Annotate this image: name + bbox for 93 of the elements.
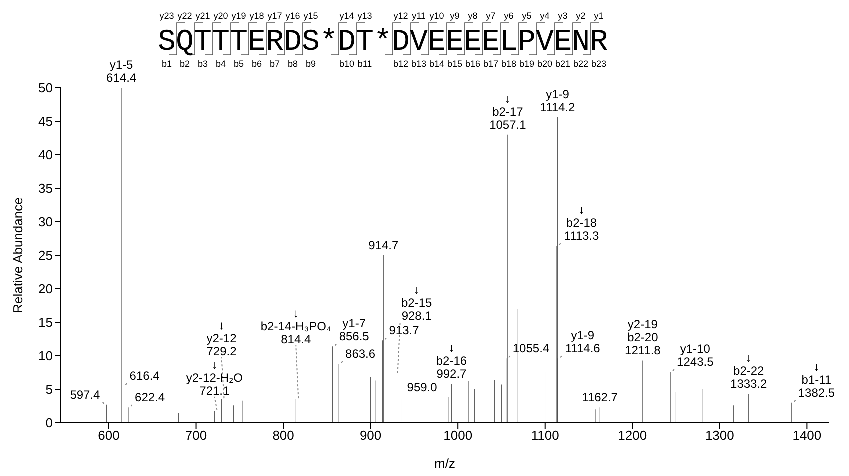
text: b15 [447,59,463,69]
annotation: ↓ y2-12-H₂O 721.1 [186,358,244,398]
text: b18 [501,59,517,69]
text: y10 [430,11,444,21]
y-tick-label: 45 [38,114,53,130]
text: b17 [483,59,499,69]
text: b22 [573,59,589,69]
text: b6 [252,59,262,69]
x-tick-label: 1100 [531,428,560,444]
annotation: 913.7 [389,324,420,338]
x-axis-title: m/z [434,456,456,471]
text: b4 [216,59,226,69]
annotation: 914.7 [368,238,399,252]
text: y17 [268,11,282,21]
x-tick-label: 1200 [618,428,648,444]
annotation: ↓ b2-15 928.1 [401,283,433,324]
x-tick-label: 800 [272,428,294,444]
y-tick-label: 10 [38,348,53,364]
text: b19 [519,59,535,69]
y-axis-title: Relative Abundance [10,198,26,314]
y-tick-label: 15 [38,315,53,330]
text: b20 [537,59,553,69]
text: y4 [540,11,550,21]
text: b3 [198,59,208,69]
text: b14 [429,59,445,69]
annotation: ↓ b2-14-H₃PO₄ 814.4 [260,306,332,347]
text: y20 [214,11,228,21]
x-tick-label: 1300 [705,428,734,444]
annotation: y1-9 1114.6 [565,328,601,356]
text: y9 [450,11,460,21]
annotation: 622.4 [135,390,166,405]
text: y2 [576,11,586,21]
y-tick-label: 35 [38,181,53,196]
x-tick-label: 1000 [444,428,473,444]
text: b9 [306,59,316,69]
annotation: y1-9 1114.2 [540,87,576,114]
text: y13 [358,11,372,21]
y-tick-label: 30 [38,214,53,230]
text: y6 [504,11,514,21]
text: y23 [160,11,174,21]
text: y1 [594,11,604,21]
text: y21 [196,11,210,21]
text: b5 [234,59,244,69]
text: y22 [178,11,192,21]
y-tick-label: 20 [38,282,53,297]
y-tick-label: 50 [38,80,53,96]
annotation: ↓ b2-17 1057.1 [490,92,527,132]
annotation: ↓ b2-16 992.7 [436,341,468,382]
text: b13 [411,59,427,69]
annotation: 959.0 [407,380,438,395]
annotation: 597.4 [70,388,101,402]
y-tick-label: 40 [38,148,53,163]
annotation: ↓ y2-12 729.2 [206,318,238,359]
annotation: ↓ b1-11 1382.5 [798,360,836,400]
annotation: 1162.7 [582,390,618,405]
y-tick-label: 0 [46,416,53,431]
text: b10 [339,59,355,69]
text: y19 [232,11,246,21]
text: y3 [558,11,568,21]
x-tick-label: 1400 [792,428,822,444]
x-tick-label: 900 [360,428,382,444]
annotation: y1-5 614.4 [106,58,137,85]
text: b7 [270,59,280,69]
text: b2 [180,59,190,69]
text: y8 [468,11,478,21]
annotation: ↓ b2-18 1113.3 [564,203,600,244]
text: b8 [288,59,298,69]
annotation: 863.6 [346,347,376,362]
text: y5 [522,11,532,21]
annotation: 616.4 [130,369,160,384]
text: b12 [393,59,409,69]
text: y14 [340,11,354,21]
annotation: y1-7 856.5 [339,316,370,344]
text: b16 [465,59,481,69]
y-tick-label: 5 [46,382,53,398]
text: y7 [486,11,496,21]
text: y12 [394,11,408,21]
annotation: y2-19 b2-20 1211.8 [625,318,662,358]
text: y15 [304,11,318,21]
annotation: ↓ b2-22 1333.2 [730,351,768,392]
annotation: y1-10 1243.5 [677,342,714,370]
text: y18 [250,11,264,21]
text: SQTTTERDS*DT*DVEEEELPVENR [158,26,608,60]
text: b1 [162,59,172,69]
y-tick-label: 25 [38,248,53,264]
annotation: 1055.4 [512,342,550,356]
text: b23 [591,59,607,69]
text: b21 [555,59,571,69]
text: y16 [286,11,300,21]
x-tick-label: 600 [98,428,120,444]
text: y11 [412,11,426,21]
text: b11 [358,59,372,69]
x-tick-label: 700 [185,428,208,444]
